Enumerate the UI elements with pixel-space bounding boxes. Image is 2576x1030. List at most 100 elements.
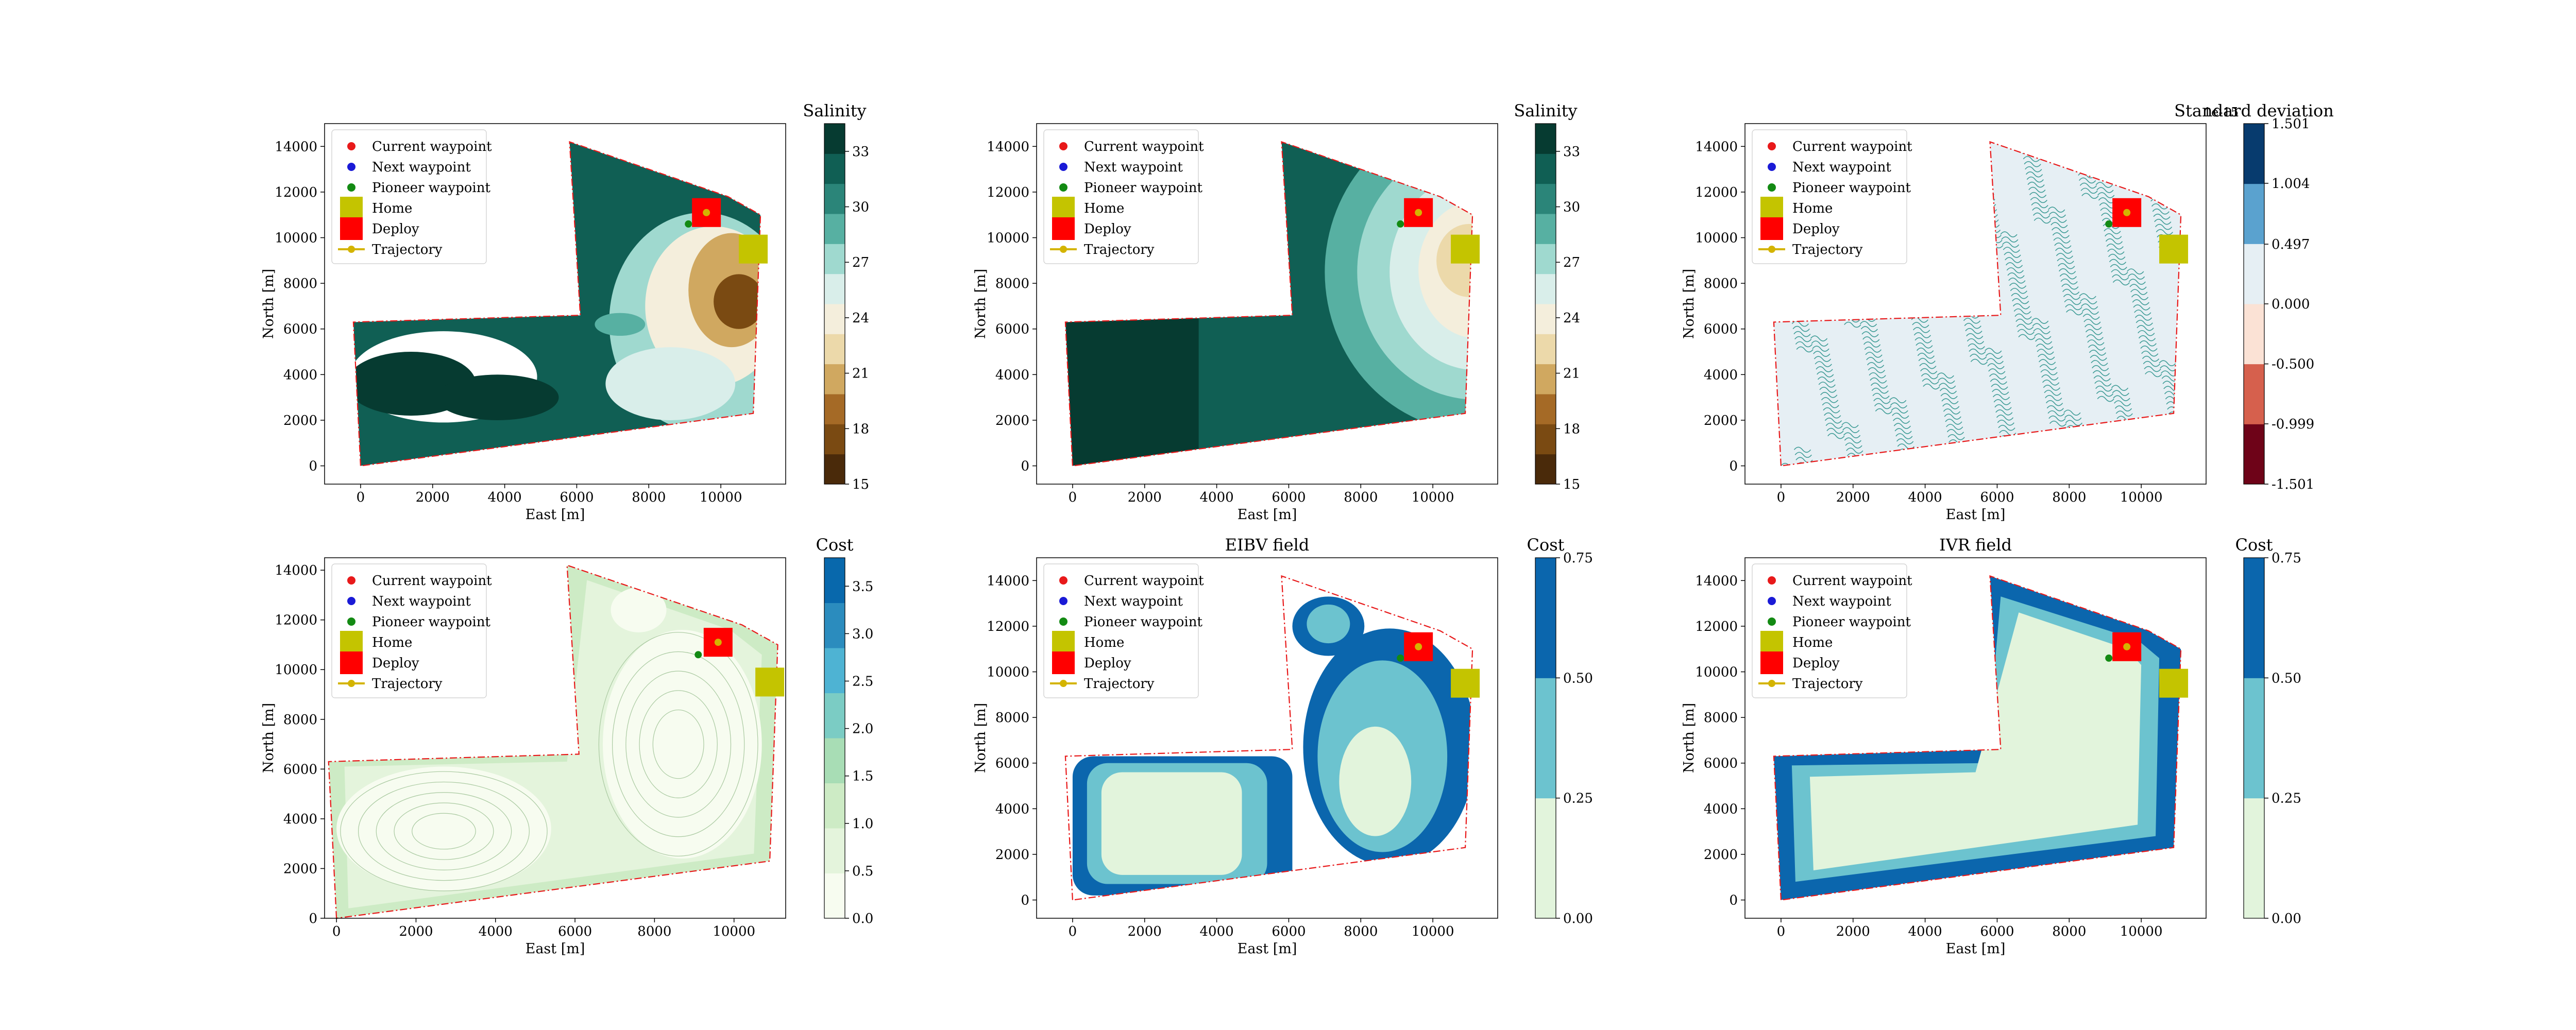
std-contour — [1985, 353, 2003, 359]
std-contour — [1934, 241, 1952, 248]
chart-panel-5: 0 2000 4000 6000 8000 10000 0 2000 4000 6000 8000 1… — [973, 535, 1593, 957]
std-contour — [2131, 294, 2149, 300]
y-tick-label: 0 — [1729, 459, 1738, 474]
x-tick-label: 6000 — [1272, 924, 1306, 939]
std-contour — [1930, 220, 1948, 227]
colorbar-tick-label: 24 — [1563, 311, 1580, 326]
plot-frame — [324, 557, 786, 919]
std-contour — [1904, 165, 1922, 171]
std-contour — [2151, 203, 2169, 210]
legend-trajectory-swatch — [1768, 246, 1775, 253]
std-contour — [2025, 166, 2042, 173]
std-contour — [1945, 419, 1962, 425]
std-contour — [1848, 458, 1865, 464]
std-contour — [1918, 357, 1936, 364]
std-contour — [1931, 226, 1948, 232]
colorbar-band — [2244, 244, 2264, 304]
colorbar-frame — [2243, 557, 2265, 919]
std-contour — [1936, 251, 1953, 258]
colorbar-band — [1535, 244, 1556, 274]
std-contour — [1955, 156, 1972, 162]
std-contour — [2092, 370, 2110, 376]
colorbar-tick-label: -1.501 — [2272, 477, 2314, 492]
std-contour — [1935, 246, 1952, 253]
legend-home-swatch — [1052, 631, 1075, 654]
colorbar-tick-label: 1.0 — [852, 816, 873, 832]
std-contour — [1842, 311, 1859, 318]
eibv-region — [1307, 604, 1350, 644]
colorbar-band — [1535, 214, 1556, 244]
std-contour — [1858, 311, 1875, 317]
operational-boundary — [352, 141, 761, 467]
std-contour — [2118, 426, 2136, 432]
std-contour — [1968, 343, 1985, 350]
std-contour — [2142, 152, 2160, 158]
std-contour — [2064, 299, 2081, 305]
colorbar-band — [824, 738, 845, 783]
colorbar-tick-label: 0.0 — [852, 911, 873, 926]
y-tick-label: 2000 — [283, 861, 317, 877]
std-contour — [1834, 265, 1852, 271]
y-tick-label: 4000 — [995, 367, 1029, 383]
y-tick-label: 6000 — [1704, 756, 1738, 771]
std-contour — [1961, 307, 1979, 314]
std-contour — [1952, 256, 1970, 262]
y-tick-label: 12000 — [1695, 619, 1738, 634]
std-contour — [1859, 321, 1877, 327]
std-contour — [1872, 392, 1890, 399]
y-tick-label: 0 — [1021, 459, 1029, 474]
std-contour — [1840, 301, 1858, 307]
legend-trajectory-label: Trajectory — [372, 676, 443, 692]
y-tick-label: 4000 — [283, 367, 317, 383]
x-tick-label: 4000 — [1200, 924, 1234, 939]
x-axis-label: East [m] — [526, 941, 585, 957]
std-contour — [1952, 459, 1970, 466]
std-contour — [1887, 271, 1905, 278]
legend-next-swatch — [1059, 163, 1067, 171]
colorbar-tick-label: 30 — [852, 200, 869, 215]
legend-trajectory-label: Trajectory — [1792, 676, 1863, 692]
std-contour — [1955, 271, 1973, 278]
std-contour — [1894, 428, 1912, 434]
std-contour — [2097, 192, 2115, 198]
cost-region — [336, 766, 551, 891]
x-tick-label: 8000 — [2052, 490, 2086, 505]
y-tick-label: 2000 — [283, 413, 317, 428]
colorbar-tick-label: 2.5 — [852, 674, 873, 689]
std-contour — [2154, 218, 2172, 225]
colorbar-label: Salinity — [1514, 101, 1577, 121]
std-contour — [2128, 163, 2146, 169]
std-contour — [1926, 195, 1943, 201]
std-contour — [2058, 263, 2075, 269]
std-contour — [1990, 379, 2007, 385]
colorbar-band — [2244, 798, 2264, 919]
std-contour — [1864, 347, 1882, 353]
y-tick-label: 14000 — [987, 139, 1029, 154]
std-contour — [2095, 182, 2113, 188]
std-contour — [2168, 417, 2181, 423]
std-contour — [2171, 426, 2181, 433]
std-contour — [2156, 229, 2173, 235]
std-contour — [2129, 284, 2147, 290]
plot-frame — [1036, 123, 1498, 485]
std-contour — [2042, 380, 2060, 386]
std-contour — [2034, 333, 2052, 339]
std-contour — [1890, 402, 1908, 408]
std-contour — [1892, 413, 1909, 419]
legend-current-swatch — [347, 142, 355, 150]
chart-panel-1: 0 2000 4000 6000 8000 10000 0 2000 4000 6000 8000 1… — [261, 101, 869, 523]
std-contour — [1792, 325, 1810, 332]
legend-pioneer-swatch — [1768, 617, 1776, 626]
std-contour — [2105, 233, 2122, 239]
legend-pioneer-swatch — [347, 183, 355, 192]
std-contour — [2027, 181, 2045, 188]
std-contour — [2052, 227, 2069, 233]
std-contour — [1816, 366, 1833, 372]
std-contour — [1928, 210, 1946, 217]
std-contour — [2032, 323, 2050, 329]
std-contour — [2052, 232, 2070, 238]
std-contour — [2048, 212, 2066, 218]
std-contour — [2175, 452, 2181, 459]
std-contour — [1913, 332, 1931, 338]
x-tick-label: 6000 — [558, 924, 592, 939]
